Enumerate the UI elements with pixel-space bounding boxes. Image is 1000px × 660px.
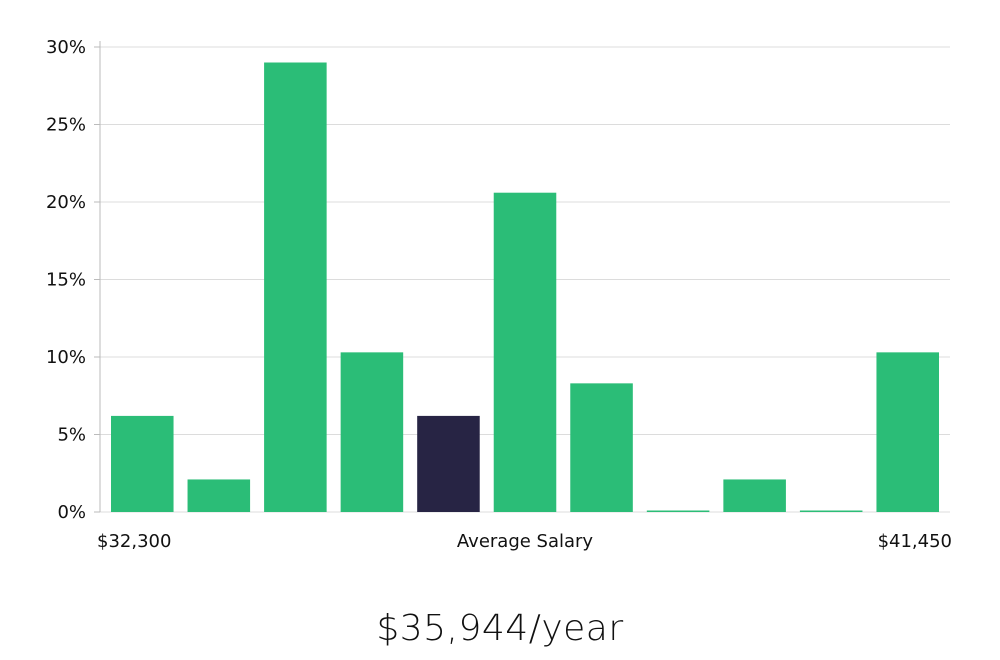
bar (570, 383, 633, 512)
y-axis-ticks: 0% 5% 10% 15% 20% 25% 30% (46, 37, 100, 523)
y-tick-label: 25% (46, 115, 86, 136)
y-tick-label: 20% (46, 192, 86, 213)
bar-highlighted (417, 415, 480, 512)
y-tick-label: 15% (46, 270, 86, 291)
bar (493, 192, 557, 512)
bar (723, 479, 786, 512)
bars (111, 62, 939, 512)
y-tick-label: 5% (57, 425, 86, 446)
average-salary-headline: $35,944/year (376, 608, 624, 649)
bar (187, 479, 251, 512)
x-min-label: $32,300 (97, 531, 171, 552)
y-tick-label: 0% (57, 502, 86, 523)
bar (799, 510, 863, 512)
bar (646, 510, 710, 512)
x-max-label: $41,450 (878, 531, 952, 552)
salary-histogram: 0% 5% 10% 15% 20% 25% 30% $32,300 Average Sala… (46, 37, 952, 552)
bar (876, 352, 939, 512)
y-tick-label: 10% (46, 347, 86, 368)
x-center-label: Average Salary (457, 531, 594, 552)
bar (264, 62, 327, 512)
bar (111, 415, 174, 512)
y-tick-label: 30% (46, 37, 86, 58)
bar (340, 352, 404, 512)
